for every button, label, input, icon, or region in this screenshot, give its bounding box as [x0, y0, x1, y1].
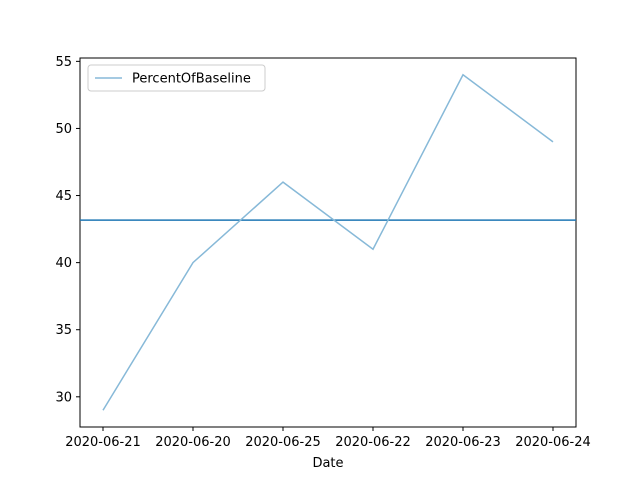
legend: PercentOfBaseline	[87, 64, 266, 92]
plot-area	[79, 57, 577, 428]
x-tick-label: 2020-06-22	[335, 435, 411, 450]
y-tick-label: 30	[55, 390, 72, 405]
x-tick-label: 2020-06-23	[425, 435, 501, 450]
y-axis: 30 35 40 45 50 55	[55, 55, 80, 405]
y-tick-label: 40	[55, 256, 72, 271]
x-tick-label: 2020-06-25	[245, 435, 321, 450]
series-line-0	[102, 73, 554, 411]
x-axis-label: Date	[312, 456, 343, 471]
x-tick-label: 2020-06-24	[515, 435, 591, 450]
legend-label: PercentOfBaseline	[132, 72, 251, 87]
y-tick-label: 35	[55, 323, 72, 338]
y-tick-label: 45	[55, 189, 72, 204]
x-tick-label: 2020-06-21	[65, 435, 141, 450]
y-tick-label: 50	[55, 122, 72, 137]
x-axis: 2020-06-21 2020-06-20 2020-06-25 2020-06-22…	[65, 427, 591, 450]
y-tick-label: 55	[55, 55, 72, 70]
legend-box	[87, 64, 266, 92]
x-tick-label: 2020-06-20	[155, 435, 231, 450]
plot-frame	[79, 57, 577, 428]
series-layer	[102, 73, 554, 411]
